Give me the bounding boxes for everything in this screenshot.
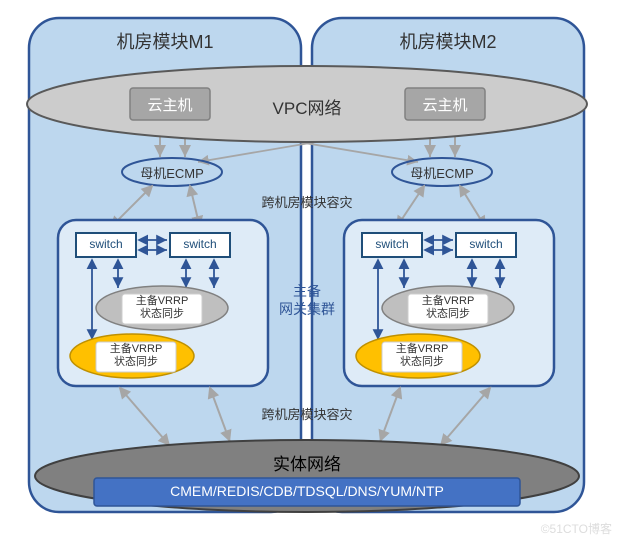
vrrp-ry: 主备VRRP状态同步 <box>382 343 462 369</box>
vm-left-label: 云主机 <box>130 94 210 115</box>
vpc-label: VPC网络 <box>250 94 364 119</box>
vrrp-ly: 主备VRRP状态同步 <box>96 343 176 369</box>
sw-r1: switch <box>362 237 422 251</box>
m1-title: 机房模块M1 <box>29 28 301 54</box>
vrrp-rg: 主备VRRP状态同步 <box>408 295 488 321</box>
diagram-canvas: 机房模块M1 机房模块M2 VPC网络 云主机 云主机 母机ECMP 母机ECM… <box>0 0 618 541</box>
ecmp-right-label: 母机ECMP <box>392 163 492 182</box>
vm-right-label: 云主机 <box>405 94 485 115</box>
gateway-l1: 主备 <box>293 283 321 299</box>
failover2-label: 跨机房模块容灾 <box>230 404 384 423</box>
entity-label: 实体网络 <box>230 450 384 475</box>
gateway-label: 主备 网关集群 <box>272 282 342 318</box>
failover1-label: 跨机房模块容灾 <box>230 192 384 211</box>
sw-l1: switch <box>76 237 136 251</box>
sw-r2: switch <box>456 237 516 251</box>
services-label: CMEM/REDIS/CDB/TDSQL/DNS/YUM/NTP <box>94 483 520 499</box>
gateway-l2: 网关集群 <box>279 301 335 317</box>
sw-l2: switch <box>170 237 230 251</box>
watermark: ©51CTO博客 <box>541 520 612 537</box>
m2-title: 机房模块M2 <box>312 28 584 54</box>
vrrp-lg: 主备VRRP状态同步 <box>122 295 202 321</box>
ecmp-left-label: 母机ECMP <box>122 163 222 182</box>
